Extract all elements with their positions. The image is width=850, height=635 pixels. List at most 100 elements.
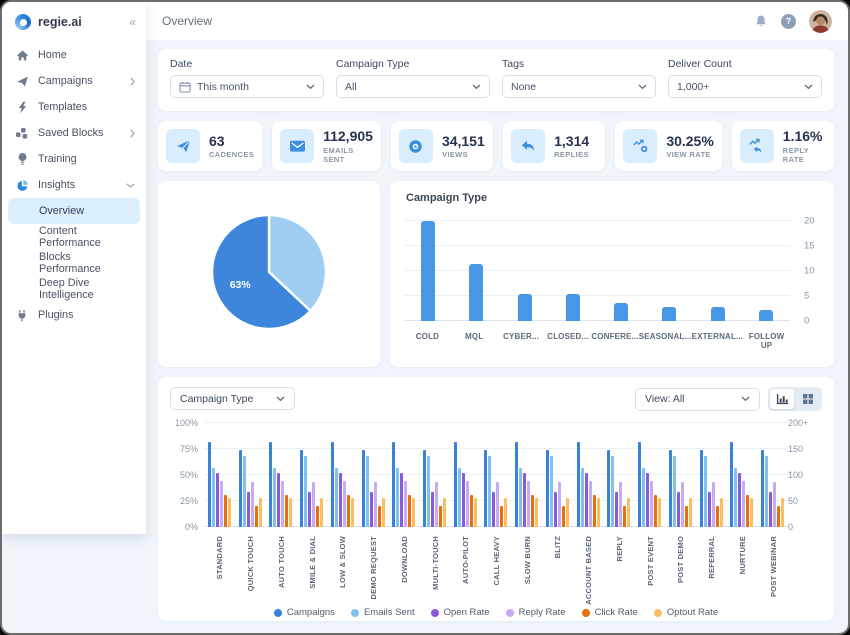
- bar-emails-sent: [642, 468, 645, 527]
- bar-click-rate: [378, 506, 381, 527]
- bars: [404, 221, 790, 321]
- sidebar-item-content-performance[interactable]: Content Performance: [2, 224, 146, 250]
- chevron-down-icon: [638, 81, 647, 93]
- bar-open-rate: [523, 473, 526, 527]
- y-axis: 05101520: [792, 221, 834, 321]
- paper-plane-icon: [15, 75, 29, 88]
- avatar[interactable]: [809, 10, 832, 33]
- x-tick-label: SMILE & DIAL: [308, 536, 317, 589]
- filter-label: Tags: [502, 58, 656, 70]
- x-label-cell: POST WEBINAR: [757, 531, 788, 613]
- x-label-cell: QUICK TOUCH: [235, 531, 266, 613]
- filter-campaign-type: Campaign TypeAll: [336, 58, 490, 102]
- sidebar-item-campaigns[interactable]: Campaigns: [2, 68, 146, 94]
- svg-text:63%: 63%: [230, 278, 252, 290]
- chart-view-button[interactable]: [770, 389, 794, 409]
- sidebar-item-home[interactable]: Home: [2, 42, 146, 68]
- filter-select[interactable]: 1,000+: [668, 75, 822, 98]
- plot-area: [404, 221, 790, 321]
- left-tick-label: 75%: [180, 444, 198, 454]
- bell-icon[interactable]: [754, 14, 768, 29]
- bar-campaigns: [300, 450, 303, 527]
- view-dropdown[interactable]: View: All: [635, 388, 760, 411]
- lightning-icon: [15, 101, 29, 114]
- bar-group-low-slow: [327, 423, 358, 527]
- bar-group-reply: [604, 423, 635, 527]
- sidebar-item-insights[interactable]: Insights: [2, 172, 146, 198]
- bar-optout-rate: [412, 498, 415, 527]
- bar-click-rate: [347, 495, 350, 527]
- stat-view-rate-icon: [623, 129, 657, 163]
- x-tick-label: ACCOUNT BASED: [584, 536, 593, 605]
- legend-item-open-rate: Open Rate: [431, 607, 490, 618]
- bar-campaigns: [577, 442, 580, 527]
- sidebar-item-label: Templates: [38, 101, 87, 113]
- page-title: Overview: [162, 14, 212, 28]
- x-label-cell: SLOW BURN: [511, 531, 542, 613]
- legend-label: Open Rate: [444, 607, 490, 618]
- help-icon[interactable]: ?: [781, 14, 796, 29]
- sidebar-item-training[interactable]: Training: [2, 146, 146, 172]
- bar-campaigns: [638, 442, 641, 527]
- bar-column: [501, 221, 549, 321]
- filter-select[interactable]: All: [336, 75, 490, 98]
- stat-card-views: 34,151VIEWS: [391, 121, 493, 171]
- bar-group-standard: [204, 423, 235, 527]
- sidebar-item-deep-dive-intelligence[interactable]: Deep Dive Intelligence: [2, 276, 146, 302]
- x-tick-label: EXTERNAL...: [692, 332, 744, 344]
- filter-select[interactable]: None: [502, 75, 656, 98]
- legend-label: Click Rate: [595, 607, 638, 618]
- bar-group-auto-touch: [265, 423, 296, 527]
- calendar-icon: [179, 81, 191, 93]
- charts-row: 63% Campaign Type 05101520COLDMQLCYBER..…: [158, 181, 834, 367]
- sidebar-item-label: Plugins: [38, 309, 73, 321]
- bar-group-auto-pilot: [450, 423, 481, 527]
- left-tick-label: 100%: [175, 418, 198, 428]
- left-tick-label: 0%: [185, 522, 198, 532]
- bar-click-rate: [316, 506, 319, 527]
- bar-open-rate: [400, 473, 403, 527]
- filter-select[interactable]: This month: [170, 75, 324, 98]
- bar-campaigns: [392, 442, 395, 527]
- bar-group-referral: [696, 423, 727, 527]
- sidebar-item-plugins[interactable]: Plugins: [2, 302, 146, 328]
- stat-label: REPLY RATE: [783, 146, 826, 164]
- sidebar-item-saved-blocks[interactable]: Saved Blocks: [2, 120, 146, 146]
- bar-campaigns: [331, 442, 334, 527]
- x-tick-label: REFERRAL: [707, 536, 716, 579]
- y-tick-label: 5: [804, 291, 809, 302]
- stat-label: REPLIES: [554, 150, 589, 159]
- stat-value: 1.16%: [783, 128, 826, 146]
- stat-value: 112,905: [323, 128, 373, 146]
- stat-text: 30.25%VIEW RATE: [666, 133, 713, 160]
- filter-label: Date: [170, 58, 324, 70]
- performance-chart-card: Campaign Type View: All 0%25%50%75%100%0…: [158, 377, 834, 621]
- bars: [204, 423, 788, 527]
- x-tick-label: STANDARD: [215, 536, 224, 579]
- bar-group-smile-dial: [296, 423, 327, 527]
- bar-reply-rate: [527, 481, 530, 527]
- bar-reply-rate: [281, 481, 284, 527]
- x-tick-label: CALL HEAVY: [492, 536, 501, 585]
- x-label-cell: CALL HEAVY: [481, 531, 512, 613]
- bar-open-rate: [615, 492, 618, 527]
- x-tick-label: LOW & SLOW: [338, 536, 347, 588]
- legend-dot: [351, 609, 359, 617]
- sidebar-item-blocks-performance[interactable]: Blocks Performance: [2, 250, 146, 276]
- sidebar-item-templates[interactable]: Templates: [2, 94, 146, 120]
- category-dropdown[interactable]: Campaign Type: [170, 387, 295, 410]
- legend-dot: [654, 609, 662, 617]
- sidebar-item-label: Overview: [39, 205, 84, 217]
- chevron-down-icon: [126, 183, 135, 188]
- bar-reply-rate: [466, 481, 469, 527]
- bar-emails-sent: [335, 468, 338, 527]
- bar-optout-rate: [443, 498, 446, 527]
- bar-group-account-based: [573, 423, 604, 527]
- table-view-button[interactable]: [796, 389, 820, 409]
- bar-open-rate: [646, 473, 649, 527]
- home-icon: [15, 49, 29, 62]
- sidebar-collapse-button[interactable]: «: [129, 15, 136, 29]
- stat-card-emails-sent: 112,905EMAILS SENT: [272, 121, 381, 171]
- sidebar-item-overview[interactable]: Overview: [8, 198, 140, 224]
- x-label-cell: LOW & SLOW: [327, 531, 358, 613]
